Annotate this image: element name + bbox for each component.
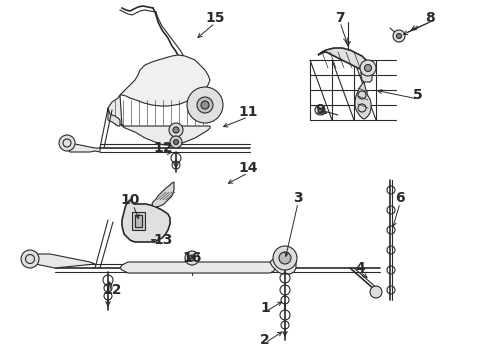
Circle shape xyxy=(197,97,213,113)
Text: 3: 3 xyxy=(293,191,303,205)
Polygon shape xyxy=(108,95,210,145)
Polygon shape xyxy=(108,108,120,126)
Circle shape xyxy=(318,108,322,112)
Polygon shape xyxy=(152,182,174,207)
Circle shape xyxy=(201,101,209,109)
Text: 11: 11 xyxy=(238,105,258,119)
Text: 10: 10 xyxy=(121,193,140,207)
Text: 12: 12 xyxy=(153,141,173,155)
Circle shape xyxy=(189,255,195,261)
Polygon shape xyxy=(318,48,368,72)
Polygon shape xyxy=(355,82,371,119)
Text: 13: 13 xyxy=(153,233,172,247)
Circle shape xyxy=(59,135,75,151)
Polygon shape xyxy=(361,68,372,82)
Circle shape xyxy=(365,64,371,72)
Circle shape xyxy=(279,252,291,264)
Circle shape xyxy=(393,30,405,42)
Text: 14: 14 xyxy=(238,161,258,175)
Text: 5: 5 xyxy=(413,88,423,102)
Text: 2: 2 xyxy=(260,333,270,347)
Circle shape xyxy=(185,251,199,265)
Circle shape xyxy=(170,136,182,148)
Polygon shape xyxy=(122,200,170,242)
Polygon shape xyxy=(65,140,100,152)
Polygon shape xyxy=(120,262,275,273)
Text: 6: 6 xyxy=(395,191,405,205)
Text: 9: 9 xyxy=(315,103,325,117)
Circle shape xyxy=(173,140,178,144)
Polygon shape xyxy=(120,55,210,106)
Text: 16: 16 xyxy=(182,251,202,265)
Circle shape xyxy=(315,105,325,115)
Circle shape xyxy=(169,123,183,137)
Text: 1: 1 xyxy=(260,301,270,315)
Polygon shape xyxy=(132,212,145,230)
Text: 8: 8 xyxy=(425,11,435,25)
Polygon shape xyxy=(135,215,142,227)
Text: 12: 12 xyxy=(102,283,122,297)
Circle shape xyxy=(396,33,401,39)
Circle shape xyxy=(273,246,297,270)
Polygon shape xyxy=(27,254,95,268)
Polygon shape xyxy=(270,252,296,274)
Circle shape xyxy=(360,60,376,76)
Circle shape xyxy=(173,127,179,133)
Circle shape xyxy=(370,286,382,298)
Text: 4: 4 xyxy=(355,261,365,275)
Circle shape xyxy=(21,250,39,268)
Circle shape xyxy=(187,87,223,123)
Text: 7: 7 xyxy=(335,11,345,25)
Text: 15: 15 xyxy=(205,11,225,25)
